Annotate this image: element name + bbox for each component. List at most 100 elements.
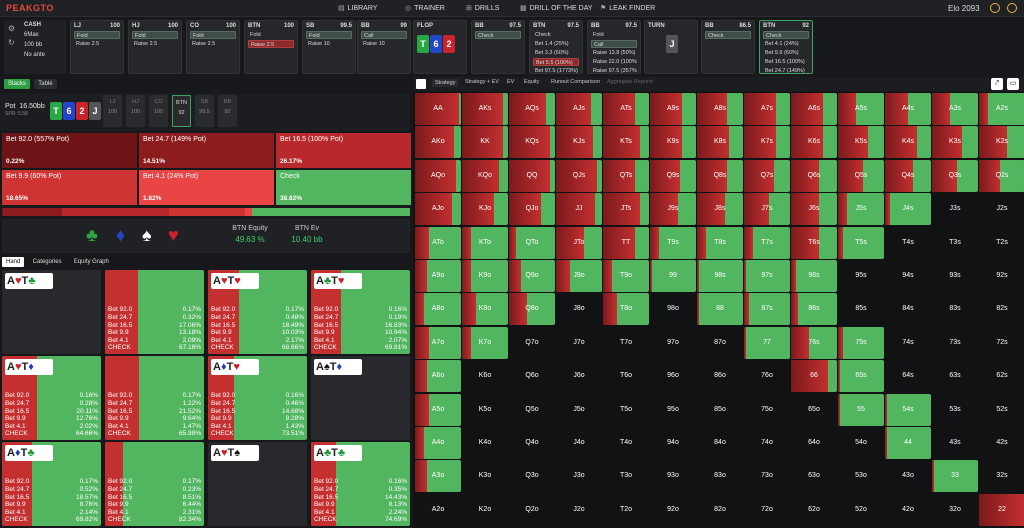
nav-drills[interactable]: ⊞ DRILLS [466, 5, 500, 12]
action-card-btn[interactable]: BTN 100 Fold Raise 2.5 [244, 20, 298, 74]
matrix-cell[interactable]: 52o [838, 493, 884, 526]
strategy-option[interactable]: Bet 24.7 (149% Pot) 14.51% [139, 133, 274, 168]
action-option[interactable]: Check [475, 31, 521, 39]
strategy-option[interactable]: Bet 16.5 (100% Pot) 26.17% [276, 133, 411, 168]
matrix-cell[interactable]: 95o [650, 393, 696, 426]
matrix-cell[interactable]: K2s [979, 126, 1024, 159]
seat-hj[interactable]: HJ 100 [126, 95, 145, 127]
matrix-cell[interactable]: QTo [509, 226, 555, 259]
matrix-cell[interactable]: J5s [838, 193, 884, 226]
matrix-cell[interactable]: 75o [744, 393, 790, 426]
gear-icon[interactable]: ⚙ [8, 24, 16, 33]
matrix-cell[interactable]: 94o [650, 427, 696, 459]
matrix-cell[interactable]: T5o [603, 393, 649, 426]
matrix-cell[interactable]: Q9s [650, 159, 696, 192]
action-option[interactable]: Fold [306, 31, 352, 39]
matrix-cell[interactable]: J4s [885, 193, 931, 226]
trophy-icon[interactable] [990, 3, 1000, 13]
hand-combo[interactable]: A♥T♣ [2, 270, 101, 354]
matrix-cell[interactable]: Q7s [744, 159, 790, 192]
matrix-cell[interactable]: KJs [556, 126, 602, 159]
matrix-cell[interactable]: QJo [509, 193, 555, 226]
matrix-cell[interactable]: T2s [979, 226, 1024, 259]
hand-combo[interactable]: A♦T♣ Bet 92.0 0.17% Bet 24.7 0.52% Bet 16.5 18… [2, 442, 101, 526]
action-option[interactable]: Raise 22.0 (100%) [593, 59, 637, 65]
matrix-cell[interactable]: J7o [556, 326, 602, 359]
matrix-cell[interactable]: 65o [791, 393, 837, 426]
matrix-cell[interactable]: 82s [979, 293, 1024, 326]
matrix-cell[interactable]: Q4s [885, 159, 931, 192]
matrix-cell[interactable]: A9o [415, 260, 461, 292]
matrix-cell[interactable]: 52s [979, 393, 1024, 426]
matrix-cell[interactable]: T2o [603, 493, 649, 526]
action-option[interactable]: Raise 10 [308, 41, 330, 47]
heart-filter-icon[interactable]: ♥ [168, 225, 179, 245]
matrix-cell[interactable]: J4o [556, 427, 602, 459]
matrix-cell[interactable]: 83s [932, 293, 978, 326]
matrix-cell[interactable]: 97s [744, 260, 790, 292]
matrix-cell[interactable]: A3o [415, 460, 461, 493]
action-card-bb[interactable]: BB 86.5 Check [701, 20, 755, 74]
matrix-cell[interactable]: J8s [697, 193, 743, 226]
tab-runout-comparison[interactable]: Runout Comparison [551, 79, 600, 85]
matrix-cell[interactable]: 86o [697, 360, 743, 393]
action-option[interactable]: Call [591, 40, 637, 48]
matrix-cell[interactable]: K8s [697, 126, 743, 159]
matrix-cell[interactable]: A7o [415, 326, 461, 359]
matrix-cell[interactable]: T6o [603, 360, 649, 393]
matrix-cell[interactable]: 99 [650, 260, 696, 292]
action-option[interactable]: Bet 97.5 (1773%) [535, 68, 578, 74]
matrix-cell[interactable]: AJs [556, 93, 602, 125]
action-option[interactable]: Bet 24.7 (149%) [765, 68, 805, 74]
club-filter-icon[interactable]: ♣ [86, 225, 98, 245]
matrix-cell[interactable]: A3s [932, 93, 978, 125]
action-card-bb[interactable]: BB 99 Call Raise 10 [357, 20, 411, 74]
action-option[interactable]: Bet 4.1 (24%) [765, 41, 799, 47]
matrix-cell[interactable]: J2s [979, 193, 1024, 226]
hand-combo[interactable]: A♣T♣ Bet 92.0 0.16% Bet 24.7 0.35% Bet 16.5 14… [311, 442, 410, 526]
matrix-cell[interactable]: T9o [603, 260, 649, 292]
matrix-cell[interactable]: K8o [462, 293, 508, 326]
matrix-cell[interactable]: 93o [650, 460, 696, 493]
matrix-cell[interactable]: 97o [650, 326, 696, 359]
matrix-cell[interactable]: JTo [556, 226, 602, 259]
matrix-cell[interactable]: T6s [791, 226, 837, 259]
diamond-filter-icon[interactable]: ♦ [116, 225, 126, 245]
matrix-cell[interactable]: Q8o [509, 293, 555, 326]
matrix-cell[interactable]: 62o [791, 493, 837, 526]
matrix-cell[interactable]: T7o [603, 326, 649, 359]
tab-aggregate-reports[interactable]: Aggregate Reports [607, 79, 654, 85]
matrix-cell[interactable]: QQ [509, 159, 555, 192]
matrix-cell[interactable]: K3s [932, 126, 978, 159]
tab-categories[interactable]: Categories [32, 259, 62, 265]
matrix-cell[interactable]: J3s [932, 193, 978, 226]
matrix-cell[interactable]: Q7o [509, 326, 555, 359]
turn-card[interactable]: TURN J [644, 20, 698, 74]
matrix-cell[interactable]: J9s [650, 193, 696, 226]
matrix-cell[interactable]: K6s [791, 126, 837, 159]
matrix-cell[interactable]: K9o [462, 260, 508, 292]
action-card-lj[interactable]: LJ 100 Fold Raise 2.5 [70, 20, 124, 74]
matrix-cell[interactable]: J2o [556, 493, 602, 526]
seat-bb[interactable]: BB 92 [218, 95, 237, 127]
matrix-cell[interactable]: 76s [791, 326, 837, 359]
matrix-cell[interactable]: 92s [979, 260, 1024, 292]
matrix-cell[interactable]: T8o [603, 293, 649, 326]
nav-trainer[interactable]: ◎ TRAINER [405, 5, 445, 12]
matrix-cell[interactable]: K4s [885, 126, 931, 159]
action-option[interactable]: Raise 97.5 (357%) [593, 68, 637, 74]
action-option[interactable]: Raise 2.5 [192, 41, 216, 47]
strategy-option[interactable]: Bet 4.1 (24% Pot) 1.82% [139, 170, 274, 205]
matrix-cell[interactable]: 83o [697, 460, 743, 493]
hand-combo[interactable]: A♥T♥ Bet 92.0 0.17% Bet 24.7 0.48% Bet 16.5 18… [208, 270, 307, 354]
matrix-cell[interactable]: KTo [462, 226, 508, 259]
matrix-cell[interactable]: J6s [791, 193, 837, 226]
matrix-cell[interactable]: AKs [462, 93, 508, 125]
matrix-cell[interactable]: K6o [462, 360, 508, 393]
tab-equity-graph[interactable]: Equity Graph [73, 259, 109, 265]
matrix-cell[interactable]: T7s [744, 226, 790, 259]
matrix-cell[interactable]: 63o [791, 460, 837, 493]
action-card-co[interactable]: CO 100 Fold Raise 2.5 [186, 20, 240, 74]
action-option[interactable]: Raise 10 [363, 41, 385, 47]
matrix-cell[interactable]: 85s [838, 293, 884, 326]
